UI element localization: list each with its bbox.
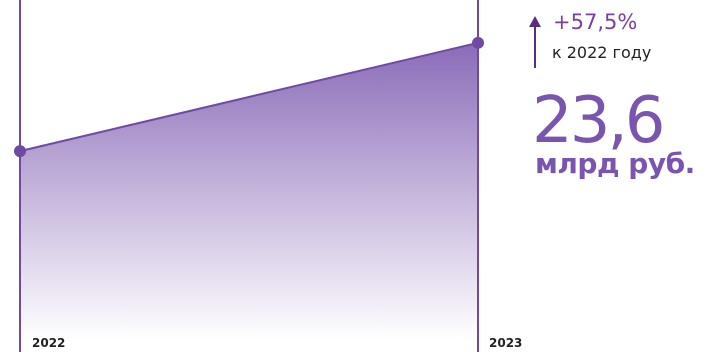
headline-unit: млрд руб.	[535, 147, 695, 180]
growth-percent: +57,5%	[553, 10, 638, 34]
data-point-2023	[472, 36, 484, 49]
headline-value: 23,6	[532, 84, 665, 158]
data-point-2022	[14, 145, 26, 158]
up-arrow-icon	[529, 16, 541, 68]
x-tick-label-2023: 2023	[489, 336, 523, 350]
area-fill	[20, 42, 478, 340]
series-line	[19, 41, 479, 153]
x-tick-label-2022: 2022	[32, 336, 66, 350]
growth-comparison-note: к 2022 году	[552, 43, 652, 62]
